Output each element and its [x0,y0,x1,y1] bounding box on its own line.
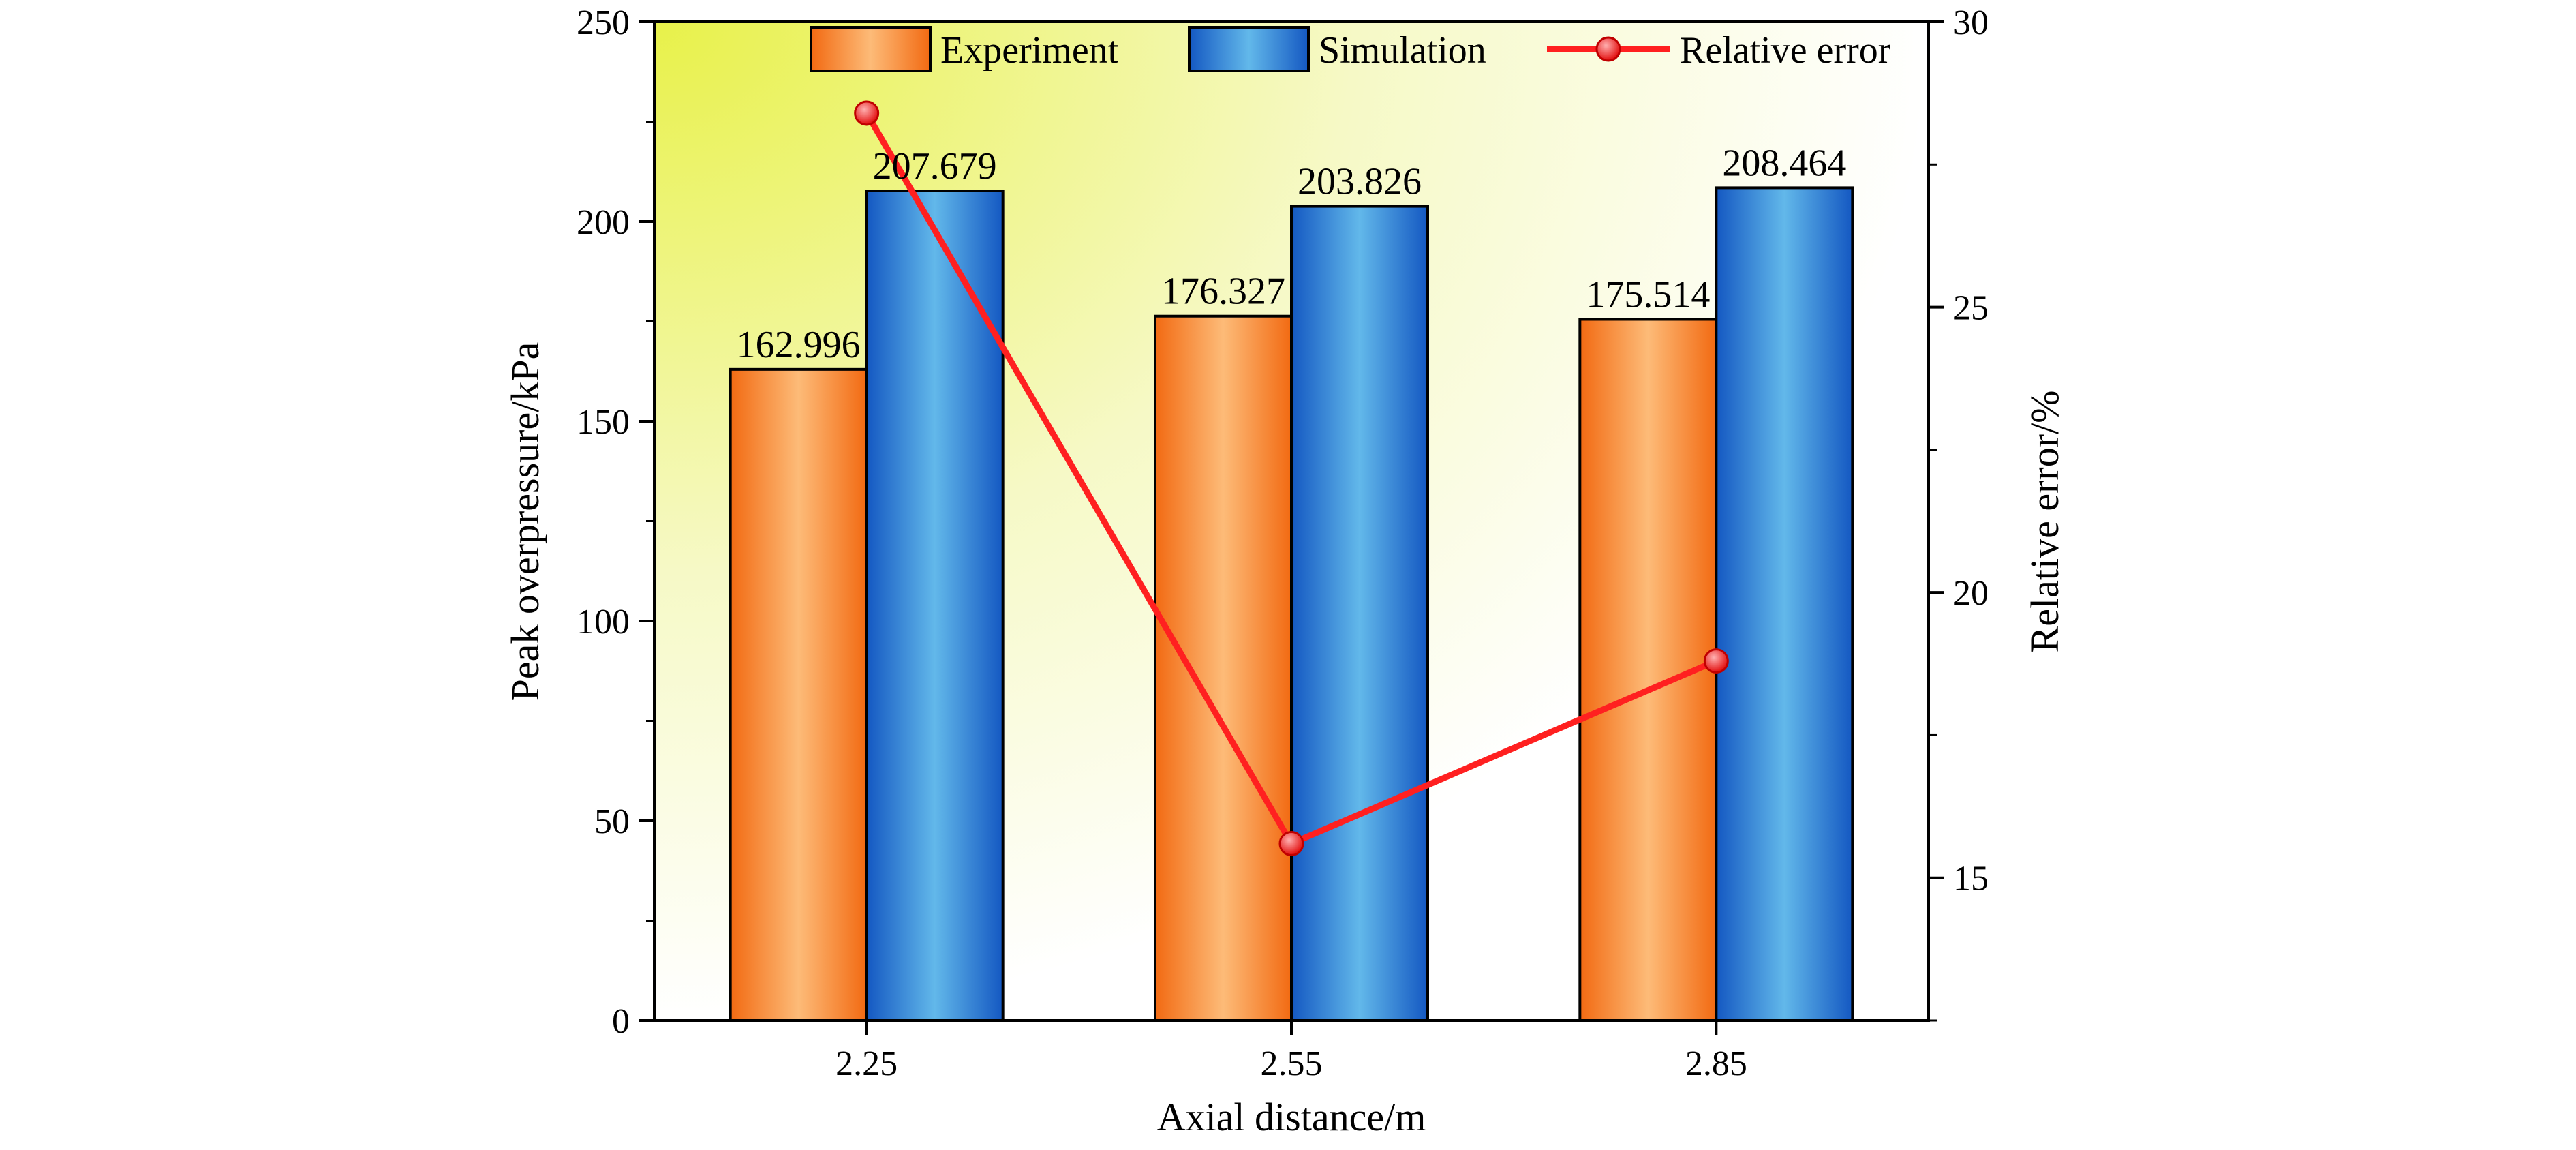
left-tick-label: 0 [612,1002,630,1041]
right-y-axis: 15 20 25 30 [1929,3,1989,1022]
bar-simulation-2.55 [1290,205,1429,1023]
data-label-simulation-2.85: 208.464 [1722,142,1846,184]
left-y-axis-title: Peak overpressure/kPa [503,342,547,701]
data-label-experiment-2.55: 176.327 [1161,271,1285,313]
legend-relative-error: Relative error [1547,29,1891,72]
right-tick-label: 20 [1953,574,1989,613]
relative-error-point-2.55 [1278,830,1304,856]
data-label-experiment-2.25: 162.996 [737,324,861,366]
left-tick-label: 100 [577,603,630,641]
legend-simulation: Simulation [1188,26,1486,72]
left-tick-label: 250 [577,3,630,42]
data-label-simulation-2.25: 207.679 [873,145,997,187]
bar-simulation-2.25 [865,190,1005,1022]
legend-simulation-label: Simulation [1319,29,1486,72]
legend-experiment-swatch [810,26,932,72]
relative-error-point-2.85 [1703,648,1729,674]
left-tick-label: 200 [577,203,630,242]
right-y-axis-title: Relative error/% [2023,391,2067,653]
right-tick-label: 30 [1953,3,1989,42]
legend-experiment: Experiment [810,26,1119,72]
bar-experiment-2.25 [729,367,868,1022]
legend-relative-error-swatch-marker [1595,36,1621,62]
data-label-experiment-2.85: 175.514 [1586,273,1710,316]
data-label-simulation-2.55: 203.826 [1298,161,1422,203]
data-labels-layer: 162.996 207.679 176.327 203.826 175.514 208.4… [737,142,1847,365]
x-tick-label: 2.85 [1685,1044,1747,1083]
right-tick-label: 25 [1953,289,1989,328]
left-tick-label: 150 [577,403,630,442]
legend-experiment-label: Experiment [940,29,1119,72]
relative-error-point-2.25 [854,100,880,126]
x-tick-label: 2.55 [1261,1044,1323,1083]
left-y-axis: 0 50 100 150 200 250 [577,3,654,1041]
relative-error-line-layer [854,100,1729,856]
left-tick-label: 50 [594,802,630,841]
bar-experiment-2.55 [1154,314,1293,1023]
legend-relative-error-label: Relative error [1680,29,1891,72]
x-axis-title: Axial distance/m [1157,1095,1426,1139]
right-tick-label: 15 [1953,860,1989,898]
bar-simulation-2.85 [1715,186,1854,1022]
legend-simulation-swatch [1188,26,1310,72]
legend: Experiment Simulation Relative error [810,26,1891,72]
x-tick-label: 2.25 [835,1044,898,1083]
x-axis: 2.25 2.55 2.85 [835,1020,1747,1083]
